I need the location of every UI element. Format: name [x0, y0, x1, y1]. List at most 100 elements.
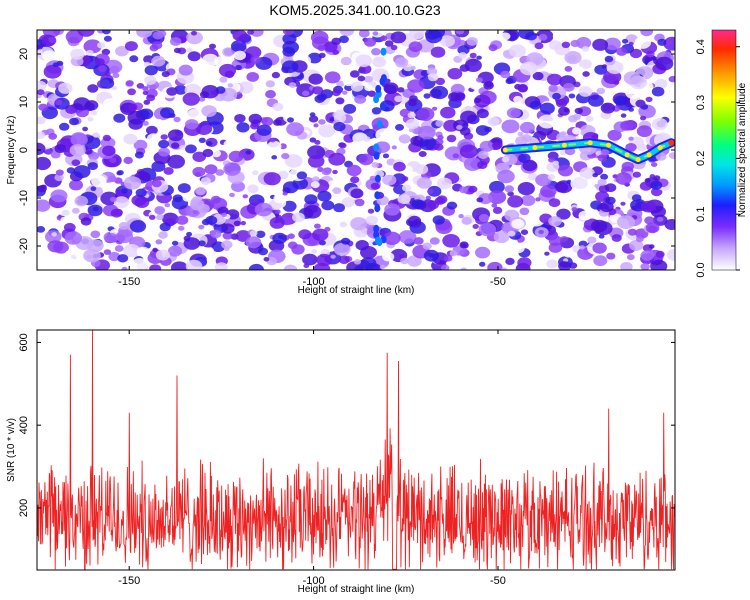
heatmap-cell [123, 244, 141, 258]
heatmap-cell [333, 203, 345, 213]
heatmap-cell [283, 264, 298, 270]
heatmap-cell [558, 164, 573, 177]
heatmap-cell [517, 84, 528, 92]
heatmap-cell [310, 181, 320, 189]
heatmap-cell [399, 254, 405, 259]
heatmap-cell [640, 200, 657, 213]
snr-y-label: SNR (10 * v/v) [6, 418, 17, 482]
heatmap-cell [217, 206, 229, 215]
heatmap-feature-cell [374, 204, 381, 213]
heatmap-cell [625, 34, 638, 44]
heatmap-cell [287, 241, 298, 249]
heatmap-cell [223, 139, 236, 150]
heatmap-cell [626, 254, 635, 261]
heatmap-cell [423, 249, 439, 262]
y-tick-label: 600 [18, 333, 30, 351]
heatmap-cell [139, 108, 154, 120]
y-tick-label: 400 [18, 416, 30, 434]
heatmap-cell [83, 147, 93, 155]
heatmap-cell [332, 187, 342, 195]
heatmap-cell [369, 175, 377, 181]
heatmap-cell [594, 183, 600, 188]
heatmap-cell [364, 84, 373, 92]
y-tick-label: 200 [18, 499, 30, 517]
heatmap-cell [233, 50, 246, 61]
heatmap-cell [422, 242, 432, 250]
trace-point [624, 152, 630, 158]
heatmap-cell [668, 152, 675, 159]
heatmap-cell [576, 37, 592, 49]
heatmap-cell [339, 35, 349, 44]
trace-point [532, 145, 538, 151]
heatmap-feature-cell [373, 143, 380, 152]
heatmap-cell [282, 181, 299, 194]
heatmap-cell [272, 232, 287, 244]
heatmap-cell [136, 246, 150, 257]
heatmap-cell [578, 210, 592, 221]
heatmap-cell [437, 177, 452, 190]
heatmap-cell [258, 247, 268, 256]
heatmap-cell [73, 165, 91, 179]
heatmap-cell [493, 230, 510, 244]
heatmap-cell [37, 80, 47, 91]
heatmap-cell [582, 71, 590, 77]
heatmap-cell [409, 95, 418, 102]
heatmap-cell [112, 72, 120, 79]
heatmap-cell [37, 89, 45, 96]
heatmap-cell [269, 217, 285, 229]
heatmap-cell [666, 248, 675, 261]
heatmap-cell [201, 105, 217, 117]
heatmap-cell [382, 252, 395, 262]
heatmap-cell [288, 82, 297, 88]
heatmap-cell [185, 119, 199, 130]
heatmap-cell [645, 96, 653, 103]
heatmap-cell [668, 75, 675, 83]
heatmap-cell [513, 95, 523, 104]
heatmap-cell [312, 228, 329, 241]
heatmap-cell [504, 209, 520, 222]
heatmap-cell [161, 71, 170, 78]
heatmap-cell [328, 180, 336, 186]
heatmap-cell [339, 142, 347, 149]
heatmap-cell [41, 34, 57, 47]
heatmap-cell [127, 103, 138, 112]
heatmap-cell [123, 176, 142, 190]
heatmap-cell [56, 60, 64, 66]
heatmap-cell [548, 198, 561, 208]
colorbar-ticks: 0.0 0.1 0.2 0.3 0.4 [695, 39, 740, 278]
heatmap-cell [430, 85, 449, 100]
heatmap-cell [287, 117, 294, 123]
heatmap-cell [286, 122, 304, 136]
heatmap-cell [405, 118, 420, 130]
heatmap-cell [487, 261, 503, 270]
heatmap-cell [476, 197, 484, 203]
heatmap-cell [407, 79, 425, 93]
heatmap-cell [129, 55, 139, 63]
heatmap-cell [186, 31, 203, 45]
colorbar-tick-label: 0.2 [695, 151, 707, 166]
heatmap-cell [592, 242, 607, 254]
heatmap-cell [625, 86, 642, 100]
heatmap-cell [640, 250, 655, 261]
heatmap-cell [440, 106, 456, 119]
heatmap-cell [73, 97, 91, 111]
heatmap-cell [343, 77, 355, 87]
heatmap-cell [613, 80, 620, 85]
heatmap-cell [63, 222, 76, 232]
heatmap-cell [487, 117, 500, 127]
heatmap-cell [507, 191, 514, 197]
heatmap-cell [102, 30, 111, 35]
heatmap-cell [37, 156, 51, 171]
y-tick-label: -20 [18, 238, 30, 254]
heatmap-cell [363, 136, 371, 142]
heatmap-cell [205, 215, 218, 225]
heatmap-cell [69, 117, 79, 126]
heatmap-cell [458, 214, 464, 219]
heatmap-cell [109, 65, 120, 74]
heatmap-cell [105, 233, 119, 243]
heatmap-cell [87, 84, 99, 93]
heatmap-cell [651, 86, 665, 97]
heatmap-cell [331, 89, 341, 97]
heatmap-cell [293, 144, 303, 152]
heatmap-cell [182, 194, 193, 202]
